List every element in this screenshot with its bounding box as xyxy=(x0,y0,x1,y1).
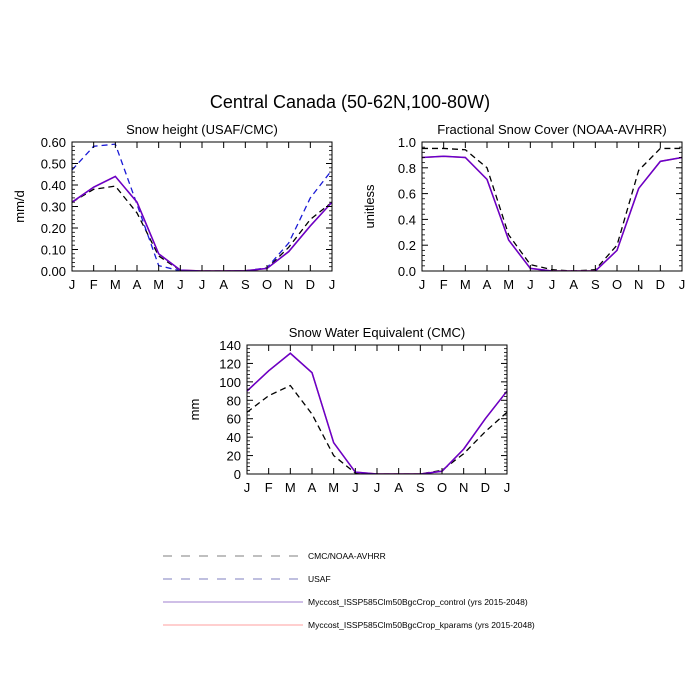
x-tick-label: S xyxy=(241,277,250,292)
series-line-1 xyxy=(247,384,507,474)
y-tick-label: 0.4 xyxy=(398,212,416,227)
y-tick-label: 0.40 xyxy=(41,178,66,193)
x-tick-label: A xyxy=(569,277,578,292)
x-tick-label: N xyxy=(284,277,293,292)
x-tick-label: F xyxy=(440,277,448,292)
y-tick-label: 0.50 xyxy=(41,157,66,172)
chart-title: Snow height (USAF/CMC) xyxy=(126,122,278,137)
x-tick-label: D xyxy=(306,277,315,292)
y-tick-label: 1.0 xyxy=(398,135,416,150)
chart-title: Fractional Snow Cover (NOAA-AVHRR) xyxy=(437,122,666,137)
x-tick-label: J xyxy=(244,480,251,495)
x-tick-label: J xyxy=(419,277,426,292)
x-tick-label: J xyxy=(69,277,76,292)
y-axis-label: unitless xyxy=(362,184,377,229)
y-tick-label: 40 xyxy=(227,430,241,445)
legend-item-3: Myccost_ISSP585Clm50BgcCrop_control (yrs… xyxy=(163,597,528,607)
x-tick-label: D xyxy=(656,277,665,292)
x-tick-label: J xyxy=(504,480,511,495)
legend-item-2: USAF xyxy=(163,574,331,584)
x-tick-label: O xyxy=(612,277,622,292)
plot-frame xyxy=(71,141,333,272)
y-tick-label: 100 xyxy=(219,375,241,390)
y-tick-label: 0.60 xyxy=(41,135,66,150)
series-line-3 xyxy=(247,352,507,474)
series-line-1 xyxy=(72,185,332,271)
y-tick-label: 140 xyxy=(219,338,241,353)
y-tick-label: 20 xyxy=(227,449,241,464)
y-tick-label: 0 xyxy=(234,467,241,482)
series-line-2 xyxy=(247,352,507,474)
y-tick-label: 0.10 xyxy=(41,243,66,258)
x-tick-label: A xyxy=(219,277,228,292)
legend-label: Myccost_ISSP585Clm50BgcCrop_control (yrs… xyxy=(308,597,528,607)
legend-item-1: CMC/NOAA-AVHRR xyxy=(163,551,386,561)
series-line-1 xyxy=(422,147,682,271)
x-tick-label: J xyxy=(352,480,359,495)
legend-label: CMC/NOAA-AVHRR xyxy=(308,551,386,561)
x-tick-label: A xyxy=(308,480,317,495)
y-tick-label: 0.20 xyxy=(41,221,66,236)
y-tick-label: 0.8 xyxy=(398,161,416,176)
y-axis-label: mm xyxy=(187,399,202,421)
x-tick-label: M xyxy=(110,277,121,292)
chart-panel-2: Fractional Snow Cover (NOAA-AVHRR) unitle… xyxy=(362,122,685,292)
plot-frame xyxy=(246,344,508,475)
y-tick-label: 0.30 xyxy=(41,200,66,215)
x-tick-label: J xyxy=(679,277,686,292)
x-tick-label: A xyxy=(483,277,492,292)
legend-label: Myccost_ISSP585Clm50BgcCrop_kparams (yrs… xyxy=(308,620,535,630)
x-tick-label: J xyxy=(199,277,206,292)
chart-panel-3: Snow Water Equivalent (CMC) mm 0 20 40 60 80 10… xyxy=(187,325,510,495)
series-line-3 xyxy=(72,175,332,271)
x-tick-label: J xyxy=(527,277,534,292)
x-tick-label: S xyxy=(591,277,600,292)
x-tick-label: A xyxy=(133,277,142,292)
series-line-3 xyxy=(422,155,682,271)
chart-panels: Snow height (USAF/CMC)mm/d0.000.100.200.… xyxy=(12,122,685,495)
x-tick-label: F xyxy=(265,480,273,495)
x-tick-label: M xyxy=(285,480,296,495)
x-tick-label: D xyxy=(481,480,490,495)
x-tick-label: O xyxy=(262,277,272,292)
y-tick-label: 120 xyxy=(219,356,241,371)
x-tick-label: M xyxy=(460,277,471,292)
y-tick-label: 80 xyxy=(227,393,241,408)
x-tick-label: O xyxy=(437,480,447,495)
y-axis-label: mm/d xyxy=(12,190,27,223)
x-tick-label: M xyxy=(328,480,339,495)
x-tick-label: F xyxy=(90,277,98,292)
y-tick-label: 60 xyxy=(227,412,241,427)
x-tick-label: S xyxy=(416,480,425,495)
x-tick-label: J xyxy=(177,277,184,292)
series-line-2 xyxy=(422,155,682,271)
series-line-2 xyxy=(72,143,332,271)
legend: CMC/NOAA-AVHRR USAF Myccost_ISSP585Clm50Bg… xyxy=(163,551,535,630)
plot-frame xyxy=(421,141,683,272)
chart-title: Snow Water Equivalent (CMC) xyxy=(289,325,466,340)
x-tick-label: N xyxy=(459,480,468,495)
series-line-4 xyxy=(72,175,332,271)
legend-label: USAF xyxy=(308,574,331,584)
chart-panel-1: Snow height (USAF/CMC) mm/d 0.00 0.10 0.20 0.… xyxy=(12,122,335,292)
x-tick-label: N xyxy=(634,277,643,292)
figure-title: Central Canada (50-62N,100-80W) xyxy=(210,92,490,112)
y-tick-label: 0.00 xyxy=(41,264,66,279)
y-tick-label: 0.2 xyxy=(398,238,416,253)
legend-item-4: Myccost_ISSP585Clm50BgcCrop_kparams (yrs… xyxy=(163,620,535,630)
y-tick-label: 0.0 xyxy=(398,264,416,279)
x-tick-label: J xyxy=(549,277,556,292)
y-tick-label: 0.6 xyxy=(398,187,416,202)
x-tick-label: J xyxy=(374,480,381,495)
x-tick-label: M xyxy=(503,277,514,292)
x-tick-label: A xyxy=(394,480,403,495)
x-tick-label: J xyxy=(329,277,336,292)
x-tick-label: M xyxy=(153,277,164,292)
